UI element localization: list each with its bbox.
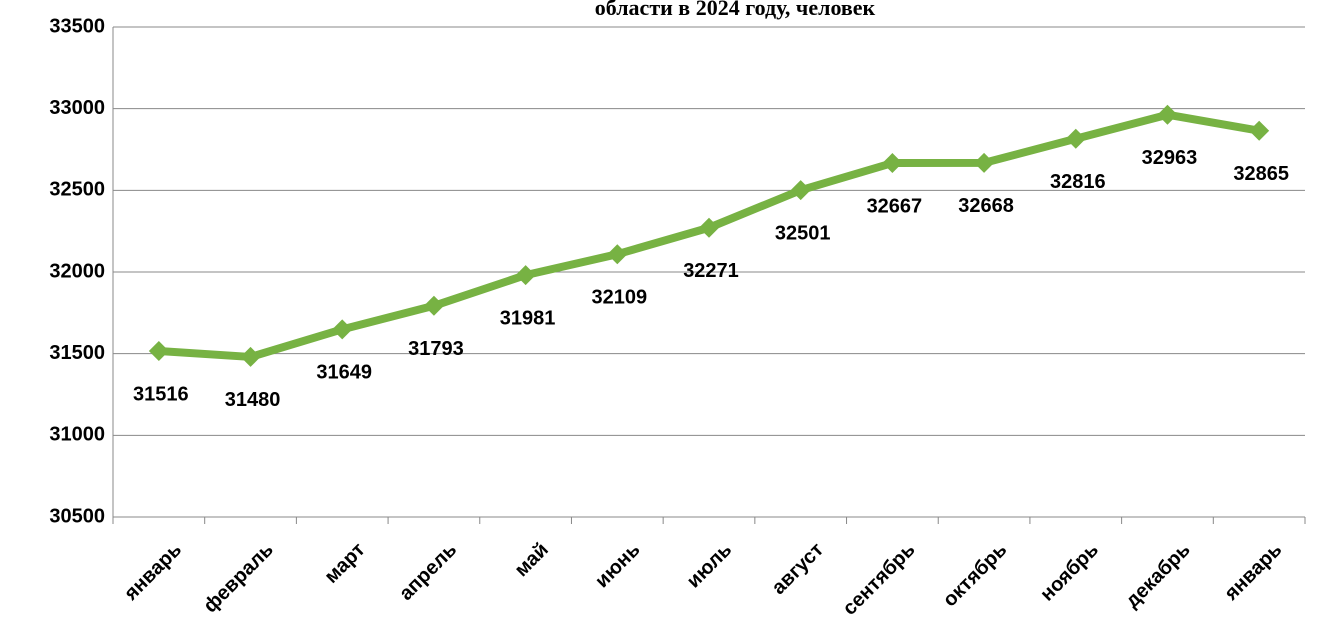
marker: [974, 152, 995, 173]
data-label: 31480: [225, 389, 281, 411]
data-label: 32963: [1142, 147, 1198, 169]
marker: [240, 346, 261, 367]
data-label: 31793: [408, 338, 464, 360]
y-tick-label: 32000: [49, 260, 105, 282]
marker: [1157, 104, 1178, 125]
marker: [790, 180, 811, 201]
chart-title: области в 2024 году, человек: [595, 0, 876, 20]
y-tick-label: 32500: [49, 179, 105, 201]
data-label: 32865: [1233, 163, 1289, 185]
data-label: 32271: [683, 260, 739, 282]
marker: [148, 341, 169, 362]
marker: [423, 295, 444, 316]
y-tick-label: 31500: [49, 342, 105, 364]
marker: [607, 244, 628, 265]
y-tick-label: 31000: [49, 424, 105, 446]
marker: [699, 217, 719, 238]
data-label: 32109: [591, 286, 647, 308]
marker: [1249, 120, 1270, 141]
marker: [1065, 128, 1086, 149]
y-tick-label: 33500: [49, 15, 105, 37]
data-label: 32668: [958, 195, 1014, 217]
y-tick-label: 30500: [49, 505, 105, 527]
marker: [332, 319, 353, 340]
data-label: 32667: [867, 195, 923, 217]
marker: [515, 265, 536, 286]
marker: [882, 153, 903, 174]
data-label: 32816: [1050, 171, 1106, 193]
data-label: 32501: [775, 222, 831, 244]
y-tick-label: 33000: [49, 97, 105, 119]
data-label: 31649: [316, 362, 372, 384]
data-label: 31516: [133, 383, 189, 405]
data-label: 31981: [500, 307, 556, 329]
